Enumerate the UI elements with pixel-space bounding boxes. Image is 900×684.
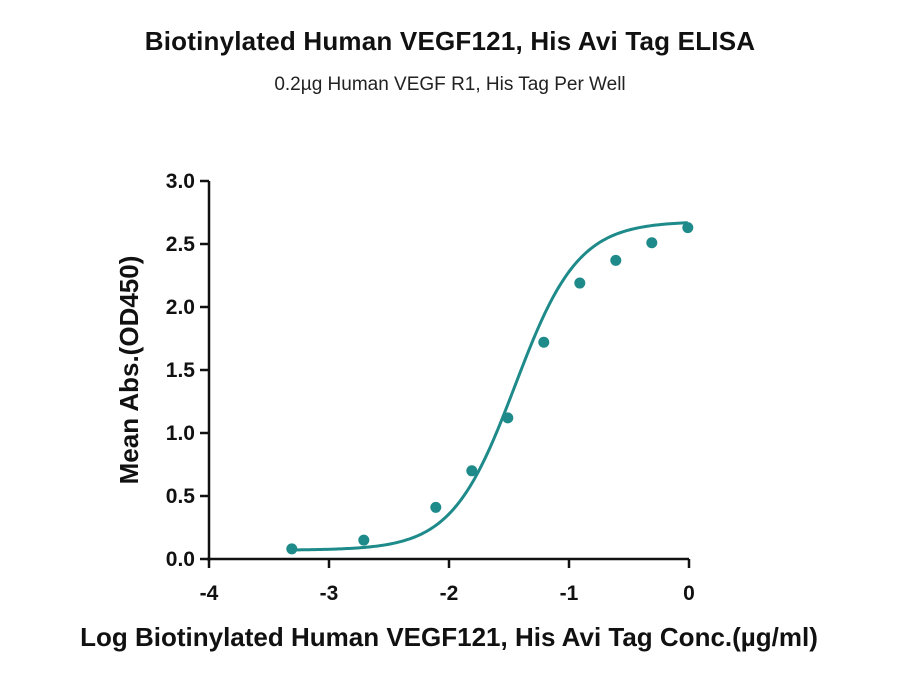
- data-point: [358, 534, 370, 546]
- data-points-layer: [286, 222, 694, 555]
- data-point: [646, 237, 658, 249]
- data-point: [682, 222, 694, 234]
- data-point: [286, 543, 298, 555]
- data-point: [466, 465, 478, 477]
- y-tick-label: 2.5: [166, 233, 196, 256]
- x-tick-label: -1: [560, 582, 579, 605]
- y-tick-label: 0.0: [166, 548, 195, 571]
- x-axis-label: Log Biotinylated Human VEGF121, His Avi …: [80, 622, 818, 652]
- axes: 0.0 0.5 1.0 1.5 2.0 2.5 3.0 -4 -3 -2 -1 0: [166, 170, 695, 605]
- y-axis-label: Mean Abs.(OD450): [114, 256, 144, 485]
- fit-curve: [291, 221, 688, 552]
- x-tick-label: -2: [440, 582, 459, 605]
- data-point: [430, 501, 442, 513]
- chart-title: Biotinylated Human VEGF121, His Avi Tag …: [144, 26, 756, 56]
- data-point: [538, 336, 550, 348]
- x-tick-label: -4: [200, 582, 219, 605]
- fit-curve-layer: [291, 221, 688, 552]
- y-tick-label: 0.5: [166, 485, 196, 508]
- y-tick-label: 3.0: [166, 170, 195, 193]
- y-tick-label: 1.0: [166, 422, 195, 445]
- y-tick-label: 1.5: [166, 359, 196, 382]
- data-point: [574, 277, 586, 289]
- data-point: [610, 254, 622, 266]
- x-tick-label: -3: [320, 582, 339, 605]
- data-point: [502, 412, 514, 424]
- x-tick-label: 0: [683, 582, 695, 605]
- y-tick-label: 2.0: [166, 296, 195, 319]
- chart-subtitle: 0.2µg Human VEGF R1, His Tag Per Well: [274, 74, 626, 95]
